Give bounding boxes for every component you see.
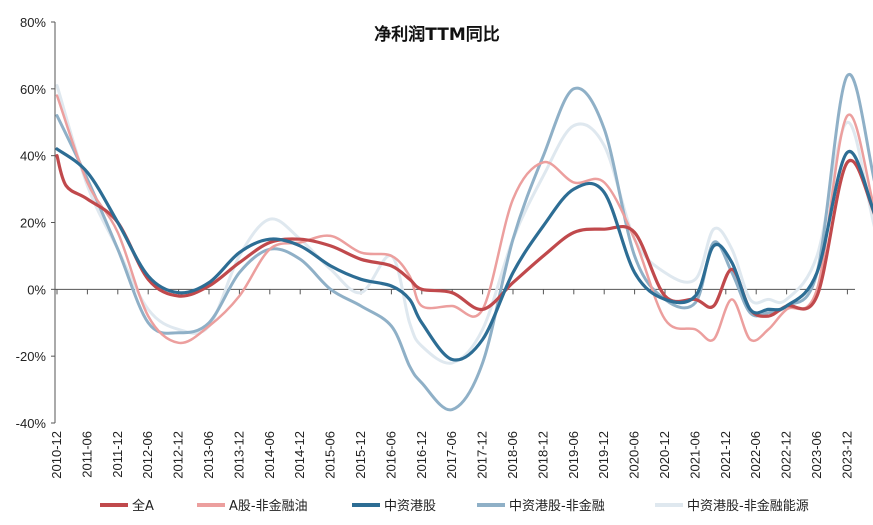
series-line-1 [55, 94, 873, 345]
series-line-3 [55, 72, 873, 412]
series-lines [55, 72, 873, 412]
series-line-0 [55, 154, 873, 318]
y-tick-label: 60% [20, 82, 46, 97]
legend-label: 中资港股-非金融能源 [687, 498, 809, 514]
x-tick-label: 2015-06 [323, 431, 338, 479]
x-tick-label: 2011-06 [79, 431, 94, 478]
x-tick-label: 2014-06 [262, 431, 277, 479]
x-tick-label: 2012-06 [140, 431, 155, 479]
x-tick-label: 2015-12 [353, 431, 368, 479]
y-tick-label: 40% [20, 149, 46, 164]
x-tick-label: 2021-06 [687, 431, 702, 479]
x-tick-label: 2018-06 [505, 431, 520, 479]
y-tick-label: -40% [16, 416, 47, 431]
x-tick-label: 2019-06 [566, 431, 581, 479]
x-tick-label: 2013-12 [231, 431, 246, 479]
x-tick-label: 2023-12 [839, 431, 854, 479]
x-tick-label: 2020-06 [627, 431, 642, 479]
x-tick-label: 2017-12 [475, 431, 490, 479]
y-tick-label: 20% [20, 216, 46, 231]
x-tick-label: 2023-06 [809, 431, 824, 479]
y-tick-label: 80% [20, 15, 46, 30]
x-tick-label: 2012-12 [171, 431, 186, 479]
y-tick-label: -20% [16, 349, 47, 364]
chart-title: 净利润TTM同比 [374, 24, 500, 45]
y-tick-label: 0% [27, 282, 46, 297]
series-line-2 [55, 147, 873, 362]
x-tick-label: 2013-06 [201, 431, 216, 479]
x-tick-label: 2016-12 [414, 431, 429, 479]
legend-label: A股-非金融油 [229, 498, 308, 514]
x-tick-label: 2018-12 [535, 431, 550, 479]
x-tick-label: 2021-12 [718, 431, 733, 479]
x-tick-label: 2010-12 [49, 431, 64, 479]
x-tick-label: 2014-12 [292, 431, 307, 479]
x-tick-label: 2016-06 [383, 431, 398, 479]
x-axis: 2010-12 2011-06 2011-12 2012-06 2012-12 2013-… [49, 288, 855, 479]
x-tick-label: 2019-12 [596, 431, 611, 479]
legend-label: 中资港股-非金融 [509, 498, 605, 514]
y-axis: 80% 60% 40% 20% 0% -20% -40% [16, 15, 56, 431]
legend-label: 全A [132, 498, 154, 514]
legend-label: 中资港股 [384, 499, 436, 514]
x-tick-label: 2022-12 [779, 431, 794, 479]
legend: 全A A股-非金融油 中资港股 中资港股-非金融 中资港股-非金融能源 [100, 498, 809, 514]
x-tick-label: 2022-06 [748, 431, 763, 479]
x-tick-label: 2020-12 [657, 431, 672, 479]
x-tick-label: 2017-06 [444, 431, 459, 479]
x-tick-label: 2011-12 [110, 431, 125, 478]
